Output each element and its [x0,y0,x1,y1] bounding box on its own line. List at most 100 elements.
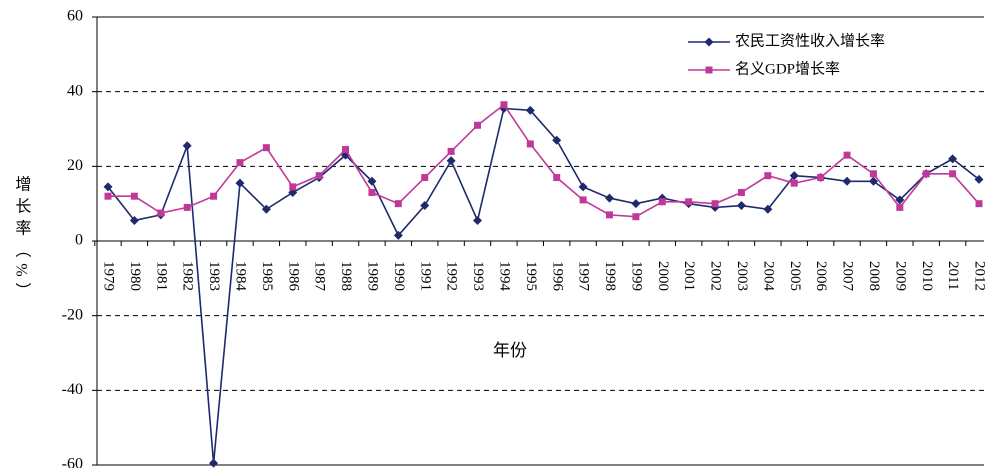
marker [420,201,430,211]
x-tick-label: 2009 [892,261,908,291]
x-tick-label: 1985 [259,261,275,291]
x-tick-label: 1983 [206,261,222,291]
marker [632,213,640,221]
marker [922,170,930,178]
marker [210,192,218,200]
marker [843,151,851,159]
marker [183,203,191,211]
x-tick-label: 2012 [972,261,985,291]
x-tick-label: 1987 [312,261,328,292]
marker [948,154,958,164]
marker [685,198,693,206]
x-tick-label: 1981 [153,261,169,291]
x-tick-label: 1980 [127,261,143,291]
x-tick-label: 1991 [417,261,433,291]
marker [262,144,270,152]
x-tick-label: 2006 [813,261,829,292]
x-tick-label: 2002 [708,261,724,291]
marker [949,170,957,178]
marker [552,135,562,145]
marker [103,182,113,192]
marker [315,172,323,180]
marker [789,171,799,181]
marker [525,105,535,115]
x-tick-label: 1998 [602,261,618,291]
marker [446,156,456,166]
marker [604,193,614,203]
marker [261,204,271,214]
x-tick-label: 2001 [681,261,697,291]
marker [474,121,482,129]
marker [236,159,244,167]
y-tick-label: -40 [62,381,83,398]
marker [895,195,905,205]
marker [289,183,297,191]
series-line [108,103,980,218]
marker [974,174,984,184]
y-axis-label: 增长率（%） [12,175,31,304]
marker [869,170,877,178]
marker [578,182,588,192]
x-tick-label: 1992 [444,261,460,291]
marker [658,198,666,206]
x-tick-label: 1994 [496,261,512,291]
y-tick-label: -20 [62,306,83,323]
legend-label: 农民工资性收入增长率 [735,32,885,49]
x-tick-label: 2007 [840,261,856,292]
marker [129,215,139,225]
x-tick-label: 1986 [285,261,301,292]
marker [104,192,112,200]
marker [130,192,138,200]
marker [367,176,377,186]
marker [157,209,165,217]
y-tick-label: 40 [67,82,83,99]
x-tick-label: 2003 [734,261,750,291]
x-tick-label: 2000 [655,261,671,291]
marker [473,215,483,225]
marker [975,200,983,208]
x-tick-label: 2010 [919,261,935,291]
marker [368,188,376,196]
marker [896,203,904,211]
y-tick-label: -60 [62,456,83,468]
marker [868,176,878,186]
marker [447,147,455,155]
x-tick-label: 1990 [391,261,407,291]
series-line [107,107,980,464]
x-tick-label: 1988 [338,261,354,291]
x-tick-label: 1984 [233,261,249,292]
x-tick-label: 2011 [945,261,961,290]
marker [737,188,745,196]
marker [763,204,773,214]
marker [605,211,613,219]
marker [817,174,825,182]
marker [579,196,587,204]
x-tick-label: 2005 [787,261,803,291]
marker [421,174,429,182]
x-tick-label: 2008 [866,261,882,291]
y-tick-label: 60 [67,8,83,25]
marker [736,201,746,211]
x-tick-label: 1982 [180,261,196,291]
marker [393,230,403,240]
marker [394,200,402,208]
marker [209,458,219,468]
x-tick-label: 1997 [576,261,592,292]
x-tick-label: 1989 [365,261,381,291]
x-tick-label: 1995 [523,261,539,291]
legend-label: 名义GDP增长率 [735,60,840,77]
y-tick-label: 20 [67,157,83,174]
marker [790,179,798,187]
x-tick-label: 1996 [549,261,565,292]
marker [631,199,641,209]
x-axis-label: 年份 [493,341,527,360]
x-tick-label: 2004 [760,261,776,292]
x-tick-label: 1979 [101,261,117,291]
marker [711,200,719,208]
marker [342,146,350,154]
marker [182,141,192,151]
marker [764,172,772,180]
y-tick-label: 0 [75,232,83,249]
legend-marker [704,37,714,47]
